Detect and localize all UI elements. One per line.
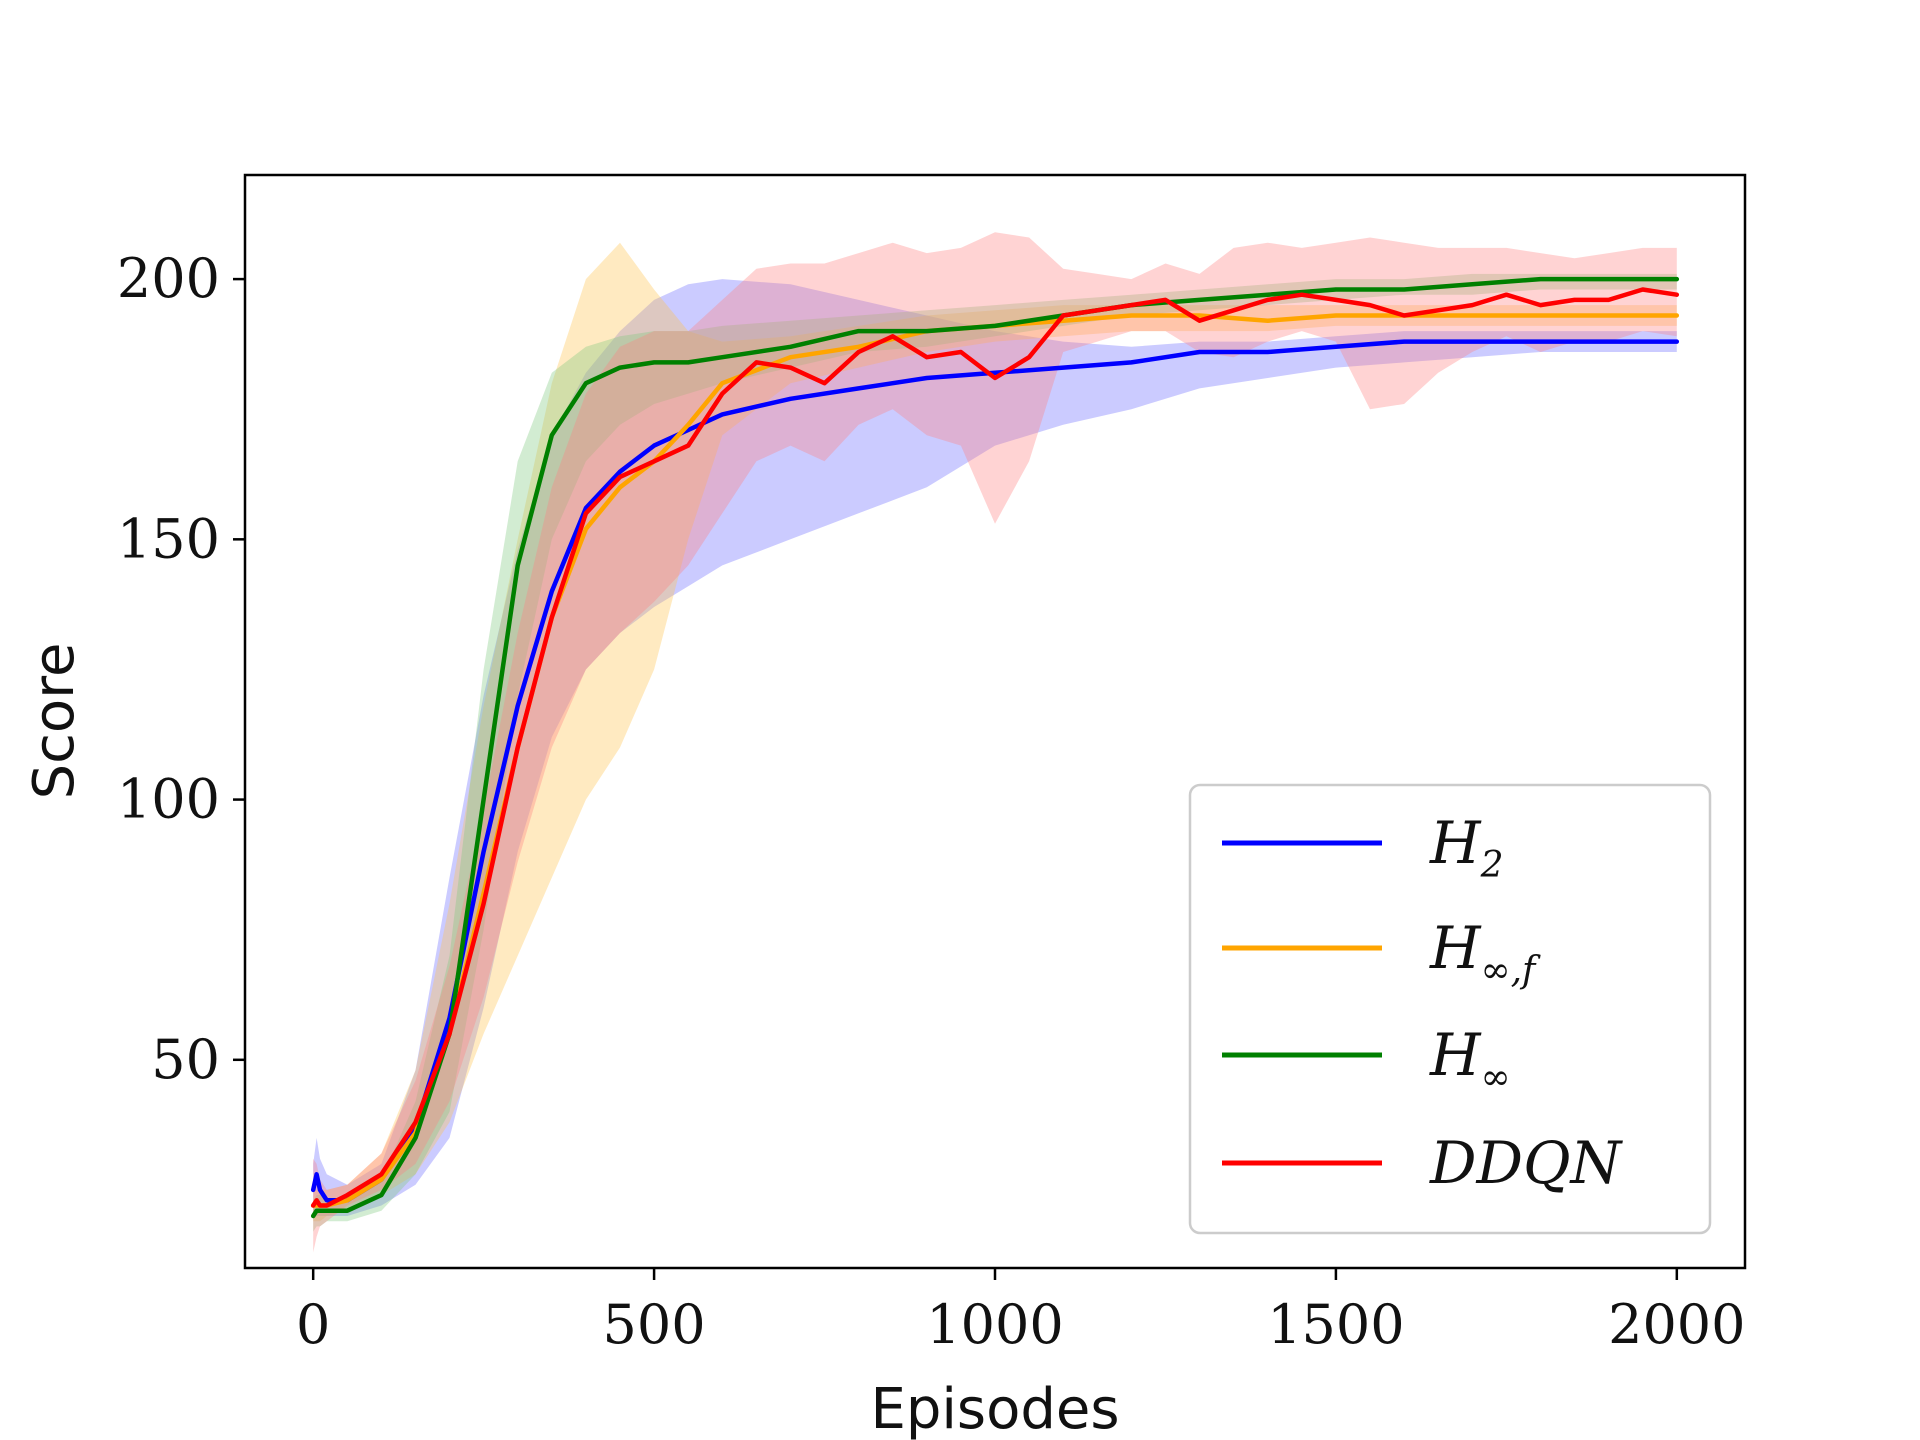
y-axis-ticks: 50 100 150 200: [117, 247, 245, 1091]
legend-label: DDQN: [1429, 1129, 1624, 1197]
x-tick-label: 1500: [1267, 1293, 1404, 1356]
x-tick-label: 2000: [1608, 1293, 1745, 1356]
legend: H2 H∞,f H∞ DDQN: [1188, 783, 1712, 1235]
confidence-bands: [313, 232, 1677, 1253]
series-line-ddqn: [310, 287, 1680, 1208]
legend-box: [1188, 783, 1712, 1235]
legend-label: H2: [1429, 809, 1504, 886]
legend-entry-h-inf: H∞: [1222, 1021, 1511, 1098]
y-tick-label: 200: [117, 247, 220, 310]
series-band-h-inf-f: [313, 242, 1677, 1222]
series-lines: [310, 276, 1680, 1219]
series-band-ddqn: [313, 232, 1677, 1253]
y-tick-label: 50: [151, 1028, 220, 1091]
x-tick-label: 1000: [926, 1293, 1063, 1356]
x-axis-ticks: 0 500 1000 1500 2000: [296, 1268, 1746, 1356]
series-line-h-inf: [310, 276, 1680, 1219]
series-band-h-2: [313, 279, 1677, 1217]
x-tick-label: 0: [296, 1293, 330, 1356]
legend-entry-ddqn: DDQN: [1222, 1129, 1624, 1197]
x-axis-title: Episodes: [870, 1377, 1119, 1440]
legend-entry-h-2: H2: [1222, 809, 1504, 886]
y-axis-title: Score: [22, 643, 87, 800]
y-tick-label: 100: [117, 768, 220, 831]
series-line-h-inf-f: [310, 313, 1680, 1208]
legend-label: H∞: [1429, 1021, 1511, 1098]
legend-entry-h-inf-f: H∞,f: [1222, 914, 1541, 991]
legend-label: H∞,f: [1429, 914, 1541, 991]
x-tick-label: 500: [603, 1293, 706, 1356]
y-tick-label: 150: [117, 507, 220, 570]
